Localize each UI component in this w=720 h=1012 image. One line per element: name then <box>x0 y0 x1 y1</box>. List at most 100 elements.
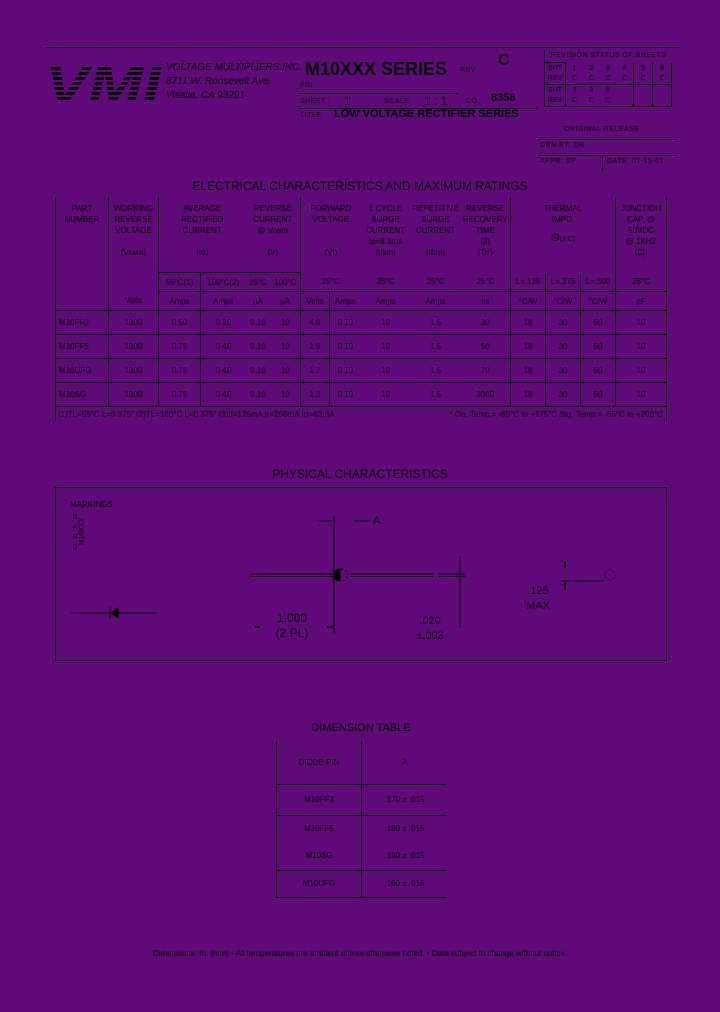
diode-symbol-icon <box>110 607 119 619</box>
unit-cell: Amps <box>410 291 461 311</box>
value-cell: 0.10 <box>329 334 361 359</box>
dimension-row: M10SG .180 ± .015 <box>276 842 448 870</box>
title-label: TITLE <box>300 112 322 119</box>
lead-diameter: .020 <box>419 615 441 627</box>
revision-cell: C <box>616 73 635 85</box>
condition-cell: 25°C <box>476 277 495 287</box>
revision-row-label: REV <box>544 95 566 107</box>
value-cell: 1.5 <box>410 310 461 335</box>
dimension-title: DIMENSION TABLE <box>311 722 411 734</box>
rule <box>538 139 678 140</box>
header-thermal: THERMAL IMPD. Θ(J-C) <box>510 197 616 273</box>
value-cell: 0.20 <box>199 310 246 335</box>
value-cell: 0.75 <box>158 358 201 383</box>
rev-value: C <box>498 52 510 69</box>
condition-cell: 25°C <box>245 272 271 292</box>
value-cell: 0.10 <box>245 382 271 407</box>
footnote-left: (1)TL=55°C L=0.375" (2)TL=100°C L=0.375"… <box>58 410 335 419</box>
revision-cell: 5 <box>633 62 654 74</box>
value-cell: 10 <box>615 310 668 335</box>
header-working-voltage: WORKING REVERSE VOLTAGE (Vrwm) <box>108 197 159 292</box>
value-cell: 1000 <box>108 334 159 359</box>
value-cell: 10 <box>270 310 301 335</box>
revision-cell: 1 <box>572 64 577 72</box>
value-cell: 1.9 <box>300 334 330 359</box>
condition-cell: 55°C(1) <box>158 272 201 292</box>
part-number-cell: M10FF5 <box>55 334 109 359</box>
revision-cell: C <box>652 73 672 85</box>
value-cell: 1.3 <box>300 382 330 407</box>
physical-drawing-box <box>55 487 667 661</box>
value-cell: 0.10 <box>245 334 271 359</box>
scale-value: 1 : 1 <box>424 94 448 108</box>
header-repetitive-surge: REPETITIVE SURGE CURRENT (Ifrm) <box>412 204 459 257</box>
revision-cell: 8 <box>583 84 600 96</box>
footnote-cell: (1)TL=55°C L=0.375" (2)TL=100°C L=0.375"… <box>54 406 668 422</box>
revision-cell <box>652 95 672 107</box>
value-cell: 1.7 <box>300 358 330 383</box>
body-diameter-note: MAX <box>526 600 550 612</box>
unit-cell: Amps <box>199 291 246 311</box>
dimension-a: .170 ± .015 <box>361 783 447 815</box>
dimension-pn: M10FF3 <box>276 783 362 815</box>
revision-cell <box>616 84 635 96</box>
electrical-table: PART NUMBER WORKING REVERSE VOLTAGE (Vrw… <box>54 197 668 422</box>
unit-cell: Volts <box>108 291 159 311</box>
company-name: VOLTAGE MULTIPLIERS INC. <box>166 62 303 73</box>
series-title: M10XXX SERIES <box>305 59 448 79</box>
revision-cell: C <box>565 95 584 107</box>
value-cell: 10 <box>615 358 668 383</box>
condition-cell: 100°C(2) <box>199 272 246 292</box>
condition-cell: 25°C <box>615 272 668 292</box>
value-cell: 1000 <box>108 310 159 335</box>
value-cell: 30 <box>545 382 581 407</box>
condition-cell: L=.500 <box>580 272 616 292</box>
condition-cell: L=.375 <box>545 272 581 292</box>
value-cell: 10 <box>270 358 301 383</box>
value-cell: 70 <box>460 358 511 383</box>
value-cell: 0.10 <box>329 358 361 383</box>
rule <box>602 155 603 171</box>
approved-by: APPR: SP <box>540 158 577 165</box>
lead-length-note: (2 PL) <box>275 626 309 640</box>
value-cell: 18 <box>510 334 546 359</box>
footnote-row: (1)TL=55°C L=0.375" (2)TL=100°C L=0.375"… <box>54 406 668 422</box>
value-cell: 1.5 <box>410 334 461 359</box>
value-cell: 30 <box>460 310 511 335</box>
rule <box>538 155 678 156</box>
value-cell: 10 <box>360 358 411 383</box>
sheet-label: SHEET : <box>300 98 331 105</box>
rule <box>298 93 458 94</box>
part-number-cell: M10UFG <box>55 358 109 383</box>
dimension-row: M10FF5.180 ± .015 <box>276 814 447 842</box>
title-value: LOW VOLTAGE RECTIFIER SERIES <box>334 108 519 120</box>
revision-cell: C <box>633 73 654 85</box>
value-cell: 0.10 <box>329 382 361 407</box>
unit-cell: ns <box>460 291 511 311</box>
top-rule <box>45 47 680 48</box>
band-letter: D <box>72 544 78 551</box>
band-letter: B <box>72 514 78 521</box>
value-cell: 50 <box>460 334 511 359</box>
dimension-a: .160 ± .015 <box>361 869 447 898</box>
value-cell: 18 <box>510 310 546 335</box>
revision-status-box: REVISION STATUS OF SHEETS SHT 1 2 3 4 5 6 REV C C… <box>544 50 672 107</box>
table-row: M10FF3 1000 0.50 0.20 0.10 10 4.0 0.10 10 1.5 30 18… <box>55 310 668 335</box>
revision-row: REV C C C <box>544 95 672 107</box>
value-cell: 0.40 <box>199 334 246 359</box>
revision-cell: 2 <box>589 64 594 72</box>
body-diameter: .125 <box>527 585 549 597</box>
footer-note: Dimensions: In. (mm) • All temperatures … <box>152 949 568 958</box>
value-cell: 1000 <box>108 358 159 383</box>
value-cell: 10 <box>270 382 301 407</box>
thermal-label: THERMAL IMPD. <box>543 204 583 224</box>
unit-cell: pF <box>615 291 668 311</box>
unit-cell: Amps <box>360 291 411 311</box>
revision-row: SHT 1 2 3 4 5 6 <box>544 62 672 74</box>
value-cell: 30 <box>545 358 581 383</box>
band-letter: A <box>72 524 78 531</box>
condition-cell: 25°C <box>300 272 361 292</box>
unit-cell: Volts <box>300 291 330 311</box>
revision-cell: C <box>583 95 600 107</box>
dimension-row: M10FF3.170 ± .015 <box>276 783 447 815</box>
